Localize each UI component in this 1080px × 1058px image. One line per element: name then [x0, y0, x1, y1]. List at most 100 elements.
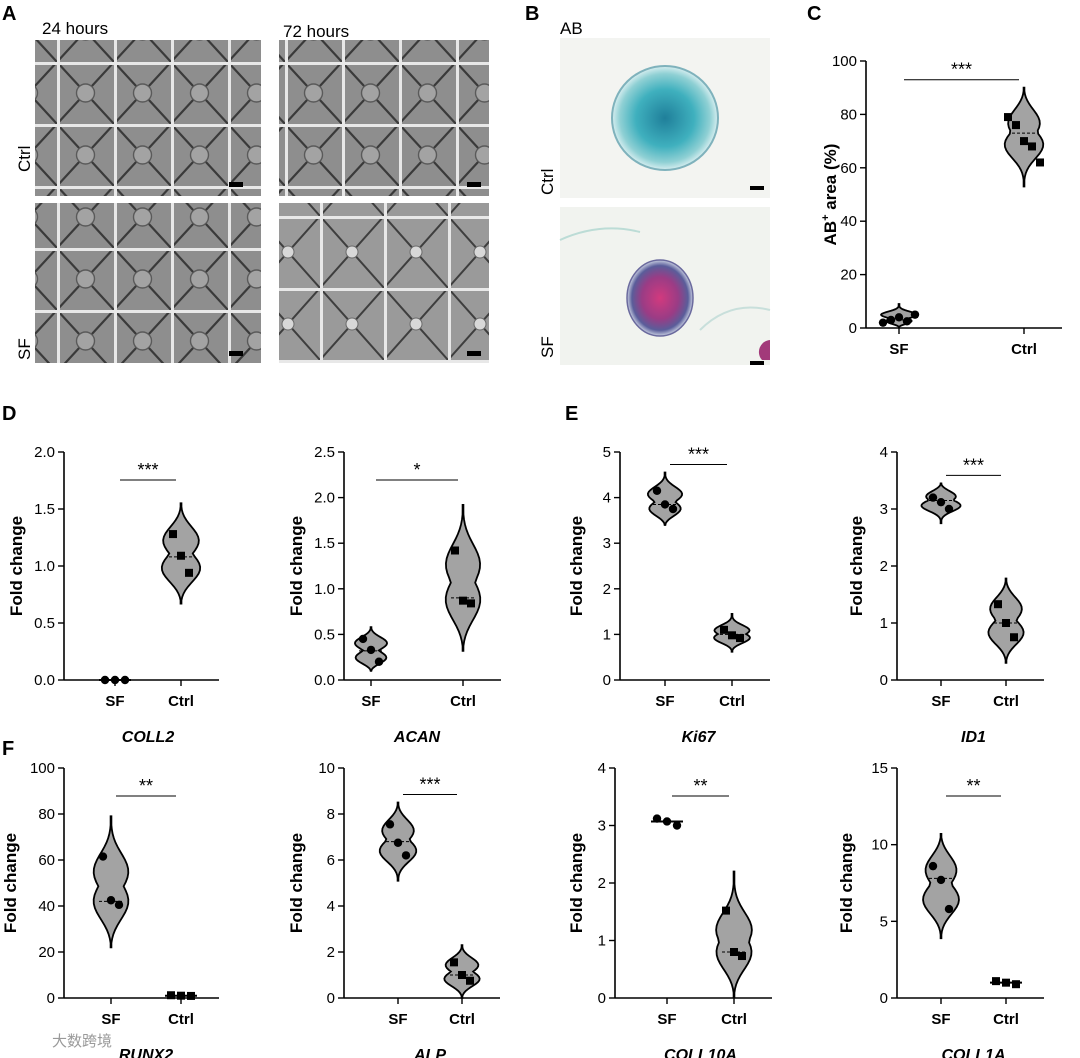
data-point — [1002, 619, 1010, 627]
data-point — [1036, 158, 1044, 167]
y-tick-label: 4 — [598, 760, 606, 777]
x-tick-label-ctrl: Ctrl — [168, 693, 194, 710]
data-point — [100, 675, 110, 685]
data-point — [910, 310, 920, 319]
violin-sf — [378, 801, 418, 882]
x-tick-label-sf: SF — [657, 1011, 676, 1028]
gene-label: Ki67 — [682, 729, 717, 746]
y-tick-label: 1.0 — [314, 581, 335, 598]
gene-label: ACAN — [393, 729, 441, 746]
y-tick-label: 2.5 — [314, 444, 335, 461]
significance-label: *** — [137, 460, 158, 480]
significance-label: *** — [419, 775, 440, 795]
significance-label: * — [413, 460, 420, 480]
data-point — [736, 634, 744, 643]
violin-body — [646, 471, 684, 526]
significance-label: ** — [966, 776, 980, 796]
y-tick-label: 0 — [849, 320, 857, 337]
y-axis-title: Fold change — [567, 516, 586, 616]
y-axis-title: Fold change — [287, 516, 306, 616]
panel-letter-c: C — [807, 3, 821, 25]
gene-label: COLL2 — [122, 729, 175, 746]
violin-ctrl — [713, 612, 751, 653]
panel-letter-e: E — [565, 403, 578, 425]
significance-label: *** — [951, 60, 972, 80]
violin-body — [922, 833, 960, 940]
data-point — [1002, 978, 1010, 987]
data-point — [928, 861, 938, 871]
violin-sf — [651, 814, 683, 830]
violin-sf — [353, 626, 389, 672]
data-point — [720, 625, 728, 634]
data-point — [936, 497, 946, 507]
data-point — [393, 838, 403, 847]
y-tick-label: 5 — [603, 444, 611, 461]
data-point — [98, 852, 108, 861]
watermark: 大数跨境 — [52, 1032, 112, 1050]
y-tick-label: 5 — [880, 913, 888, 930]
y-tick-label: 3 — [880, 501, 888, 518]
y-tick-label: 0.0 — [34, 672, 55, 689]
data-point — [1010, 633, 1018, 642]
data-point — [936, 875, 946, 885]
data-point — [358, 634, 368, 644]
violin-ctrl — [715, 870, 753, 998]
data-point — [662, 817, 672, 826]
chart-ab-area: 0 20 40 60 80 100 SF Ctrl AB+ area (%) *** — [820, 53, 1062, 358]
row-label-sf-b: SF — [538, 336, 557, 358]
col-label-24h: 24 hours — [42, 19, 108, 38]
data-point — [114, 900, 124, 910]
y-tick-label: 1.0 — [34, 558, 55, 575]
y-tick-label: 0 — [327, 990, 335, 1007]
x-tick-label-sf: SF — [101, 1011, 120, 1028]
y-axis-title: Fold change — [1, 833, 20, 933]
violin-ctrl — [165, 991, 197, 1000]
data-point — [466, 976, 474, 985]
violin-ctrl — [987, 577, 1025, 664]
y-tick-label: 0 — [47, 990, 55, 1007]
violin-sf — [92, 815, 130, 949]
violin-ctrl — [443, 944, 481, 999]
chart-coll1a: 0 5 10 15 SF Ctrl Fold change COLL1A ** — [837, 760, 1044, 1058]
data-point — [110, 675, 120, 685]
data-point — [366, 645, 376, 655]
violin-sf — [922, 833, 960, 940]
data-point — [672, 821, 682, 830]
data-point — [944, 504, 954, 514]
y-axis-title: Fold change — [837, 833, 856, 933]
y-axis-title: Fold change — [847, 516, 866, 616]
gene-label: ID1 — [961, 729, 986, 746]
y-tick-label: 80 — [840, 106, 857, 123]
data-point — [106, 896, 116, 905]
y-tick-label: 2.0 — [34, 444, 55, 461]
data-point — [177, 551, 185, 560]
y-tick-label: 8 — [327, 806, 335, 823]
data-point — [459, 596, 467, 605]
y-tick-label: 0 — [880, 990, 888, 1007]
y-axis-title: Fold change — [567, 833, 586, 933]
y-tick-label: 1.5 — [314, 535, 335, 552]
data-point — [1012, 121, 1020, 130]
y-tick-label: 80 — [38, 806, 55, 823]
chart-coll2: 0.0 0.5 1.0 1.5 2.0 SF Ctrl Fold change COLL2 *** — [7, 444, 219, 746]
data-point — [944, 904, 954, 914]
y-tick-label: 15 — [871, 760, 888, 777]
micrograph-sf-24h — [35, 203, 261, 363]
y-tick-label: 0.0 — [314, 672, 335, 689]
data-point — [185, 568, 193, 577]
y-axis-title: AB+ area (%) — [820, 144, 840, 246]
data-point — [992, 977, 1000, 986]
micrograph-sf-72h — [279, 203, 489, 363]
y-tick-label: 0.5 — [314, 626, 335, 643]
y-tick-label: 40 — [38, 898, 55, 915]
chart-runx2: 0 20 40 60 80 100 SF Ctrl Fold change RUNX2 ** — [1, 760, 219, 1058]
data-point — [730, 948, 738, 956]
chart-id1: 0 1 2 3 4 SF Ctrl Fold change ID1 *** — [847, 444, 1044, 746]
x-tick-label-sf: SF — [105, 693, 124, 710]
chart-acan: 0.0 0.5 1.0 1.5 2.0 2.5 SF Ctrl Fold change ACAN * — [287, 444, 501, 746]
data-point — [120, 675, 130, 685]
significance-label: ** — [693, 776, 707, 796]
data-point — [177, 991, 185, 1000]
significance-label: *** — [688, 445, 709, 465]
data-point — [1012, 980, 1020, 989]
